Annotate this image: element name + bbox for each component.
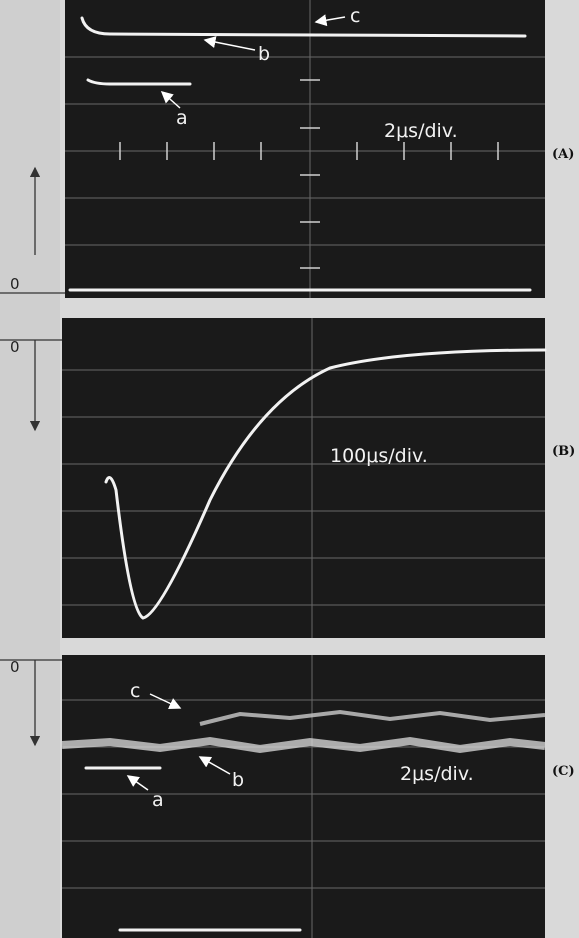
trace-c xyxy=(199,709,546,726)
panel-label: (A) xyxy=(552,147,574,162)
panel-label: (C) xyxy=(552,764,575,779)
arrow-a xyxy=(126,775,149,791)
arrow-c xyxy=(314,14,346,27)
timebase: 2μs/div. xyxy=(384,120,458,142)
arrow-c xyxy=(149,693,182,709)
trace-label: c xyxy=(130,680,140,702)
trace-label: b xyxy=(258,43,270,65)
trace xyxy=(104,348,547,620)
trace-b xyxy=(61,736,546,754)
screen xyxy=(65,0,545,298)
trace-label: c xyxy=(350,5,360,27)
trace-a xyxy=(86,78,192,86)
trace-b xyxy=(80,16,527,38)
trace-label: b xyxy=(232,769,244,791)
timebase: 2μs/div. xyxy=(400,763,474,785)
trace-label: a xyxy=(176,107,188,129)
margin xyxy=(0,0,60,938)
arrow-a xyxy=(160,91,181,109)
panel-c: c b a 2μs/div. 0 (C) xyxy=(0,655,575,938)
arrow-b xyxy=(203,36,256,51)
panel-a: c b a 2μs/div. 0 (A) xyxy=(0,0,574,298)
panel-label: (B) xyxy=(552,444,575,459)
timebase: 100μs/div. xyxy=(330,445,428,467)
ticks xyxy=(119,79,499,269)
grid xyxy=(65,0,545,298)
panel-b: 100μs/div. 0 (B) xyxy=(0,318,575,638)
zero-label: 0 xyxy=(10,658,20,676)
zero-label: 0 xyxy=(10,338,20,356)
screen xyxy=(62,655,545,938)
arrow-b xyxy=(198,756,231,775)
trace-label: a xyxy=(152,789,164,811)
screen xyxy=(62,318,545,638)
zero-label: 0 xyxy=(10,275,20,293)
grid xyxy=(62,318,545,638)
